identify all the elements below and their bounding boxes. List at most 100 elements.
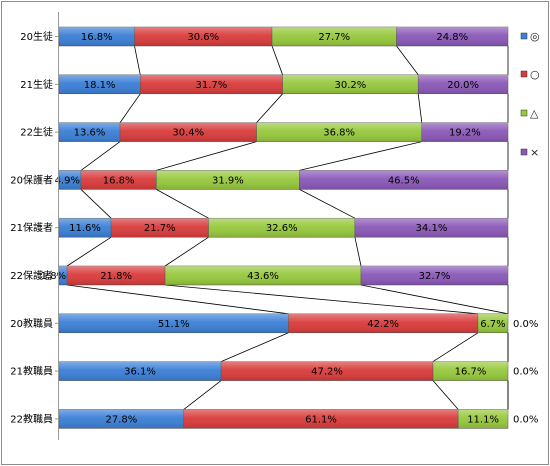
series-line [164,236,209,267]
bars-layer: 16.8% 30.6% 27.7% 24.8% 18.1% 31.7% 30.2% 20.0%… [41,26,538,429]
bar-segment-shade [59,409,184,429]
legend-label: × [530,146,539,159]
series-line [156,189,209,219]
category-label: 20生徒 [20,30,53,43]
data-label: 27.8% [106,414,138,425]
series-line [80,189,112,219]
data-label: 21.8% [100,271,132,282]
bar-segment-shade [156,170,300,190]
series-line [156,141,257,171]
series-line [220,332,289,362]
bar-segment-shade [59,170,81,190]
series-line [183,380,222,410]
category-label: 21保護者 [10,221,53,234]
bar-segment-shade [80,170,157,190]
bar-segment-shade [59,361,222,381]
series-line [299,189,356,219]
data-label: 36.8% [323,128,355,139]
legend-swatch [520,148,528,156]
data-label: 18.1% [84,80,116,91]
data-label: 6.7% [480,319,505,330]
series-line [271,45,283,75]
series-line [256,93,283,123]
bar-segment-shade [59,266,68,285]
legend-label: ○ [530,68,540,81]
bar-segment-shade [59,313,289,333]
bar-segment-shade [59,218,112,238]
bar-segment-shade [208,218,355,238]
bar-segment-shade [221,361,434,381]
data-label: 0.0% [513,414,538,425]
data-label: 20.0% [447,80,479,91]
data-label: 16.8% [81,32,113,43]
data-label: 1.8% [41,271,66,282]
data-label: 47.2% [311,367,343,378]
data-label: 11.6% [69,223,101,234]
bar-segment-shade [120,122,257,142]
series-line [432,332,479,362]
data-label: 32.7% [419,271,451,282]
series-line [417,93,423,123]
category-label: 21生徒 [20,78,53,91]
bar-segment-shade [272,27,397,46]
data-label: 13.6% [74,128,106,139]
bar-segment-shade [111,218,209,238]
series-line [80,141,121,171]
bar-segment-shade [433,361,508,381]
legend-swatch [520,109,528,117]
series-lines [66,45,509,410]
bar-segment-shade [140,74,283,94]
data-label: 27.7% [318,32,350,43]
category-label: 21教職員 [10,365,53,378]
series-line [67,284,289,315]
data-label: 36.1% [124,367,156,378]
category-label: 22教職員 [10,412,53,425]
bar-segment-shade [421,122,508,142]
data-label: 21.7% [144,223,176,234]
data-label: 42.2% [367,319,399,330]
series-line [396,45,419,76]
category-label: 20教職員 [10,317,53,330]
bar-segment-shade [299,170,508,190]
data-label: 16.7% [455,367,487,378]
data-label: 0.0% [513,319,538,330]
bar-segment-shade [59,122,121,142]
bar-segment-shade [256,122,422,142]
legend-swatch [520,32,528,40]
series-line [66,236,112,267]
data-label: 46.5% [388,175,420,186]
category-label: 22生徒 [20,126,53,139]
bar-segment-shade [134,27,273,46]
data-label: 24.8% [436,32,468,43]
data-label: 16.8% [103,175,135,186]
bar-segment-shade [418,74,508,94]
data-label: 0.0% [513,367,538,378]
axis-layer: 20生徒 21生徒 22生徒 20保護者 21保護者 22保護者 20教職員 21教職員 22教… [10,12,59,440]
bar-segment-shade [183,409,459,429]
category-label: 22保護者 [10,269,53,282]
data-label: 30.2% [335,80,367,91]
data-label: 11.1% [467,414,499,425]
bar-segment-shade [477,313,508,333]
data-label: 51.1% [158,319,190,330]
legend: ◎ ○ △ × [520,30,540,159]
series-line [165,284,478,315]
legend-label: ◎ [530,30,540,43]
data-label: 30.4% [172,128,204,139]
series-line [360,284,509,315]
data-label: 61.1% [305,414,337,425]
legend-swatch [520,70,528,78]
bar-segment-shade [396,27,508,46]
data-label: 4.9% [55,175,80,186]
series-line [134,45,141,75]
bar-segment-shade [288,313,478,333]
data-label: 34.1% [416,223,448,234]
bar-segment-shade [361,266,508,285]
bar-segment-shade [282,74,419,94]
data-label: 31.9% [212,175,244,186]
bar-segment-shade [458,409,508,429]
data-label: 43.6% [247,271,279,282]
series-line [354,237,362,267]
series-line [119,93,141,123]
